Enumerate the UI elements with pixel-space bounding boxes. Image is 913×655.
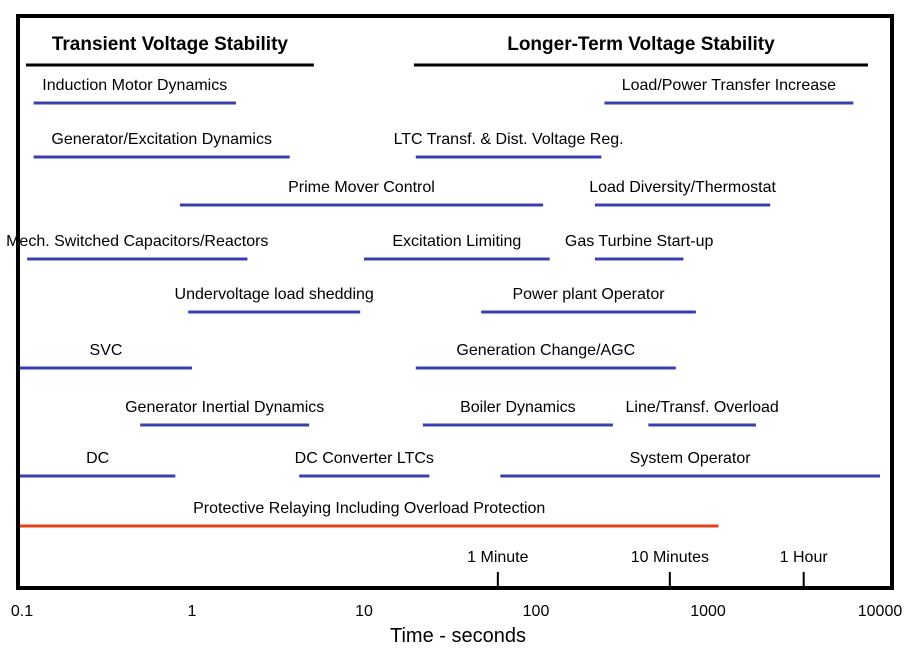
x-tick-label: 1000: [690, 603, 726, 620]
timescale-bar-label: Generation Change/AGC: [456, 342, 635, 359]
x-tick-label: 10000: [858, 603, 903, 620]
timescale-bar-label: Induction Motor Dynamics: [42, 77, 227, 94]
timescale-bar-label: DC Converter LTCs: [295, 450, 434, 467]
plot-frame: [16, 14, 894, 590]
timescale-bar-label: Load/Power Transfer Increase: [622, 77, 836, 94]
time-marker-label: 10 Minutes: [631, 549, 709, 566]
x-tick-label: 100: [523, 603, 550, 620]
phenomena-bars: Induction Motor Dynamics Load/Power Trans…: [6, 77, 880, 528]
timescale-bar-label: Protective Relaying Including Overload P…: [193, 500, 545, 517]
time-markers: 1 Minute 10 Minutes 1 Hour: [467, 549, 828, 588]
timescale-bar-label: SVC: [90, 342, 123, 359]
timescale-bar-label: LTC Transf. & Dist. Voltage Reg.: [394, 131, 624, 148]
timescale-bar-label: Prime Mover Control: [288, 179, 435, 196]
timescale-bar-label: System Operator: [630, 450, 752, 467]
timescale-bar-label: Generator/Excitation Dynamics: [51, 131, 272, 148]
x-axis-title: Time - seconds: [390, 625, 526, 647]
time-marker-label: 1 Minute: [467, 549, 528, 566]
phase-title: Transient Voltage Stability: [52, 34, 289, 55]
timescale-bar-label: Generator Inertial Dynamics: [125, 399, 324, 416]
timescale-bar-label: Line/Transf. Overload: [626, 399, 779, 416]
timescale-bar-label: DC: [86, 450, 109, 467]
timescale-bar-label: Load Diversity/Thermostat: [589, 179, 776, 196]
phase-headers: Transient Voltage Stability Longer-Term V…: [26, 34, 868, 67]
x-tick-label: 10: [355, 603, 373, 620]
timescale-bar-label: Gas Turbine Start-up: [565, 233, 714, 250]
x-tick-label: 1: [188, 603, 197, 620]
x-axis-ticks: 0.1 1 10 100 1000 10000: [11, 603, 902, 620]
timescale-bar-label: Boiler Dynamics: [460, 399, 576, 416]
x-tick-label: 0.1: [11, 603, 33, 620]
timescale-bar-label: Power plant Operator: [512, 286, 665, 303]
timescale-bar-label: Excitation Limiting: [392, 233, 521, 250]
timescale-bar-label: Undervoltage load shedding: [175, 286, 374, 303]
phase-title: Longer-Term Voltage Stability: [507, 34, 775, 55]
timescale-bar-label: Mech. Switched Capacitors/Reactors: [6, 233, 268, 250]
time-marker-label: 1 Hour: [780, 549, 829, 566]
